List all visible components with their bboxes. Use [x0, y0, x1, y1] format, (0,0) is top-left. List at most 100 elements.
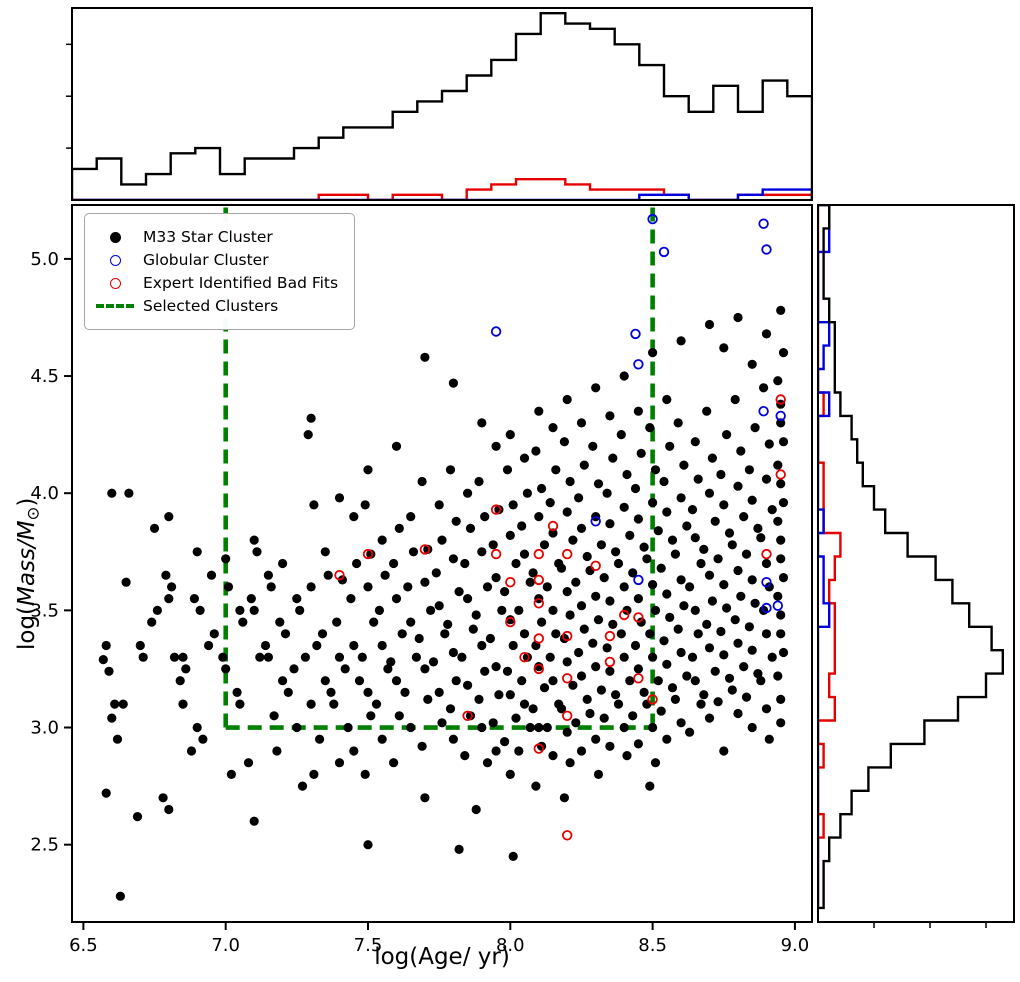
scatter-point — [514, 746, 524, 756]
scatter-point — [733, 708, 743, 719]
scatter-point — [548, 605, 558, 616]
scatter-point — [434, 500, 444, 510]
scatter-point — [198, 734, 208, 744]
scatter-point — [562, 710, 573, 722]
scatter-point — [591, 662, 601, 672]
scatter-point — [169, 652, 180, 662]
scatter-point — [175, 676, 185, 686]
scatter-point — [306, 582, 316, 592]
scatter-point — [462, 710, 473, 722]
scatter-point — [235, 605, 245, 616]
scatter-point — [559, 437, 570, 447]
scatter-point — [556, 563, 567, 573]
scatter-point — [767, 652, 777, 662]
scatter-point — [423, 694, 433, 705]
scatter-point — [533, 663, 545, 675]
scatter-point — [246, 594, 256, 604]
scatter-point — [411, 652, 421, 662]
scatter-point — [559, 793, 570, 803]
scatter-point — [485, 633, 495, 644]
right-panel-frame — [817, 204, 1015, 923]
scatter-point — [722, 430, 732, 440]
scatter-point — [363, 465, 373, 475]
scatter-point — [562, 727, 572, 737]
scatter-point — [477, 640, 487, 651]
scatter-point — [739, 662, 749, 672]
scatter-point — [571, 718, 581, 728]
scatter-point — [533, 598, 545, 609]
scatter-point — [534, 511, 544, 522]
scatter-point — [613, 699, 624, 709]
scatter-point — [776, 535, 786, 545]
scatter-point — [209, 629, 219, 639]
scatter-point — [428, 657, 439, 667]
scatter-point — [696, 699, 706, 709]
scatter-point — [628, 711, 638, 721]
scatter-point — [642, 699, 652, 709]
scatter-point — [608, 619, 618, 630]
scatter-point — [448, 647, 458, 658]
scatter-point — [639, 687, 649, 698]
scatter-point — [761, 577, 772, 588]
scatter-point — [673, 418, 683, 428]
scatter-point — [534, 722, 544, 733]
scatter-point — [260, 640, 271, 651]
scatter-point — [576, 418, 587, 428]
scatter-point — [232, 687, 242, 698]
scatter-point — [408, 547, 419, 557]
scatter-point — [585, 565, 595, 576]
scatter-point — [551, 465, 561, 475]
scatter-point — [490, 326, 502, 337]
scatter-point — [562, 587, 572, 597]
scatter-point — [662, 394, 672, 405]
scatter-point — [670, 694, 681, 705]
scatter-point — [300, 652, 310, 662]
top-histogram-m33 — [72, 12, 812, 200]
scatter-point — [263, 570, 273, 580]
scatter-point — [730, 615, 740, 625]
scatter-point — [630, 483, 641, 494]
scatter-point — [633, 739, 644, 749]
scatter-point — [320, 676, 330, 686]
scatter-point — [454, 844, 464, 855]
scatter-point — [773, 516, 783, 526]
scatter-point — [488, 540, 498, 550]
scatter-point — [406, 511, 416, 522]
scatter-point — [490, 504, 502, 515]
scatter-point — [255, 652, 265, 662]
scatter-point — [776, 305, 786, 315]
scatter-point — [776, 479, 786, 489]
blue-open-circle-icon — [95, 254, 135, 266]
scatter-point — [511, 713, 521, 723]
scatter-point — [118, 699, 128, 709]
scatter-point — [491, 441, 501, 451]
scatter-point — [480, 511, 490, 522]
scatter-point — [662, 734, 672, 744]
scatter-point — [107, 488, 117, 498]
scatter-point — [562, 630, 573, 642]
legend: M33 Star Cluster Globular Cluster Expert… — [84, 213, 356, 330]
scatter-point — [533, 633, 545, 644]
x-tick-label: 7.5 — [354, 935, 383, 956]
scatter-point — [419, 544, 431, 555]
globular-cluster-points — [490, 213, 786, 614]
scatter-point — [363, 840, 373, 850]
scatter-point — [571, 577, 581, 587]
scatter-point — [685, 727, 695, 737]
scatter-point — [112, 734, 123, 744]
scatter-point — [761, 602, 772, 614]
scatter-point — [687, 505, 698, 515]
scatter-point — [665, 441, 675, 451]
scatter-point — [508, 851, 518, 862]
scatter-point — [662, 659, 672, 669]
scatter-point — [636, 617, 646, 627]
scatter-point — [719, 343, 729, 353]
y-axis-label: log(Mass/M⊙) — [14, 497, 43, 650]
scatter-point — [673, 624, 683, 634]
scatter-point — [383, 664, 393, 674]
scatter-point — [696, 558, 706, 569]
scatter-point — [730, 394, 740, 405]
scatter-point — [568, 680, 578, 690]
y-tick-label: 3.0 — [30, 718, 59, 739]
scatter-point — [377, 640, 387, 651]
